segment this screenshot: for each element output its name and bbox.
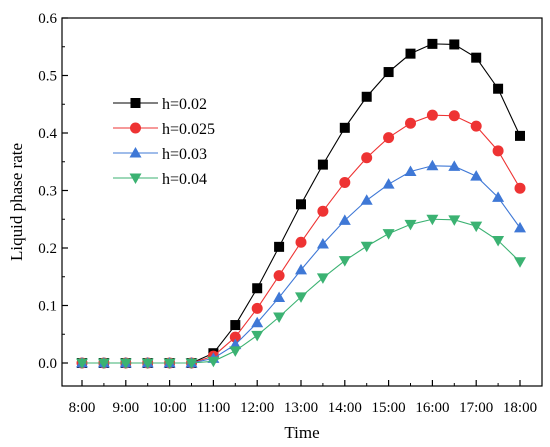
- series-layer: [76, 38, 526, 369]
- data-point-s4-16: [426, 214, 439, 226]
- data-point-s1-7: [230, 320, 241, 331]
- x-tick-label: 12:00: [240, 400, 274, 416]
- x-tick-label: 11:00: [197, 400, 231, 416]
- x-tick-label: 16:00: [415, 400, 449, 416]
- data-point-s4-9: [273, 312, 286, 323]
- data-point-s3-10: [295, 263, 307, 275]
- data-point-s2-13: [361, 152, 373, 164]
- data-point-s4-10: [295, 292, 307, 303]
- data-point-s4-17: [448, 215, 461, 226]
- data-point-s1-10: [296, 199, 306, 210]
- y-axis-title: Liquid phase rate: [7, 143, 26, 261]
- data-point-s2-14: [383, 132, 395, 144]
- data-point-s2-18: [470, 120, 482, 132]
- y-tick-label: 0.3: [38, 184, 57, 200]
- data-point-s2-16: [426, 109, 438, 121]
- data-point-s1-9: [274, 241, 285, 252]
- data-point-s3-9: [273, 291, 286, 302]
- legend-label-2: h=0.025: [162, 121, 215, 138]
- data-point-s1-15: [405, 48, 416, 59]
- data-point-s2-9: [273, 270, 285, 282]
- data-point-s4-8: [251, 330, 264, 342]
- legend-marker-4: [129, 173, 142, 184]
- data-point-s4-5: [185, 358, 198, 369]
- data-point-s4-11: [316, 273, 329, 284]
- data-point-s4-1: [97, 358, 110, 369]
- x-tick-label: 13:00: [284, 400, 318, 416]
- x-tick-label: 14:00: [328, 400, 362, 416]
- data-point-s2-19: [492, 145, 504, 157]
- data-point-s2-12: [339, 176, 351, 188]
- y-tick-label: 0.4: [38, 126, 57, 142]
- data-point-s4-3: [141, 358, 154, 369]
- y-tick-label: 0.0: [38, 356, 57, 372]
- data-point-s2-10: [295, 236, 307, 248]
- data-point-s1-18: [471, 52, 482, 63]
- data-point-s4-4: [163, 358, 176, 369]
- legend-label-1: h=0.02: [162, 96, 207, 113]
- data-point-s2-11: [317, 205, 329, 217]
- data-point-s2-15: [405, 117, 416, 129]
- plot-frame: [61, 17, 543, 387]
- legend: h=0.02 h=0.025 h=0.03 h=0.04: [113, 96, 215, 188]
- x-tick-label: 15:00: [372, 400, 406, 416]
- data-point-s1-12: [339, 122, 350, 133]
- data-point-s4-19: [492, 236, 505, 247]
- data-point-s3-11: [316, 237, 329, 249]
- data-point-s4-18: [470, 221, 483, 233]
- data-point-s4-0: [76, 358, 88, 369]
- data-point-s3-13: [360, 194, 373, 205]
- x-axis-title: Time: [284, 423, 319, 442]
- data-point-s1-8: [252, 283, 263, 294]
- legend-marker-2: [130, 122, 141, 134]
- data-point-s4-20: [514, 257, 526, 268]
- data-point-s3-18: [470, 170, 483, 181]
- data-point-s3-16: [426, 159, 439, 171]
- data-point-s4-13: [360, 241, 373, 253]
- legend-marker-1: [130, 98, 141, 108]
- data-point-s4-12: [338, 256, 351, 267]
- x-tick-label: 18:00: [503, 400, 537, 416]
- data-point-s2-7: [229, 331, 241, 343]
- data-point-s4-14: [382, 229, 395, 240]
- data-point-s3-17: [448, 160, 461, 171]
- data-point-s2-20: [514, 182, 526, 194]
- data-point-s1-16: [427, 38, 438, 49]
- data-point-s1-13: [361, 91, 372, 102]
- legend-label-4: h=0.04: [162, 171, 207, 188]
- data-point-s1-19: [493, 83, 504, 94]
- data-point-s3-19: [492, 191, 505, 202]
- x-tick-label: 17:00: [459, 400, 493, 416]
- data-point-s3-15: [404, 165, 417, 177]
- data-point-s3-12: [338, 214, 351, 225]
- data-point-s3-14: [382, 178, 395, 189]
- legend-marker-3: [129, 147, 142, 158]
- data-point-s3-8: [251, 316, 264, 328]
- data-point-s2-8: [251, 302, 263, 314]
- x-tick-label: 8:00: [69, 400, 96, 416]
- data-point-s1-14: [383, 67, 394, 78]
- x-tick-label: 9:00: [112, 400, 139, 416]
- data-point-s2-17: [448, 110, 460, 122]
- data-point-s1-11: [317, 159, 328, 170]
- data-point-s4-7: [229, 346, 242, 357]
- data-point-s1-17: [449, 39, 460, 50]
- data-point-s4-2: [119, 358, 132, 369]
- y-tick-label: 0.6: [38, 11, 57, 27]
- data-point-s4-15: [404, 219, 417, 231]
- y-tick-label: 0.5: [38, 69, 57, 85]
- axes-layer: 0.0 0.1 0.2 0.3 0.4 0.5 0.6 8:00 9:00 10:00 11:00 1…: [38, 11, 537, 416]
- data-point-s1-20: [515, 130, 525, 141]
- x-tick-label: 10:00: [153, 400, 187, 416]
- data-point-s4-6: [207, 356, 220, 368]
- y-tick-label: 0.1: [38, 299, 57, 315]
- legend-label-3: h=0.03: [162, 146, 207, 163]
- y-tick-label: 0.2: [38, 241, 57, 257]
- data-point-s3-20: [514, 221, 526, 233]
